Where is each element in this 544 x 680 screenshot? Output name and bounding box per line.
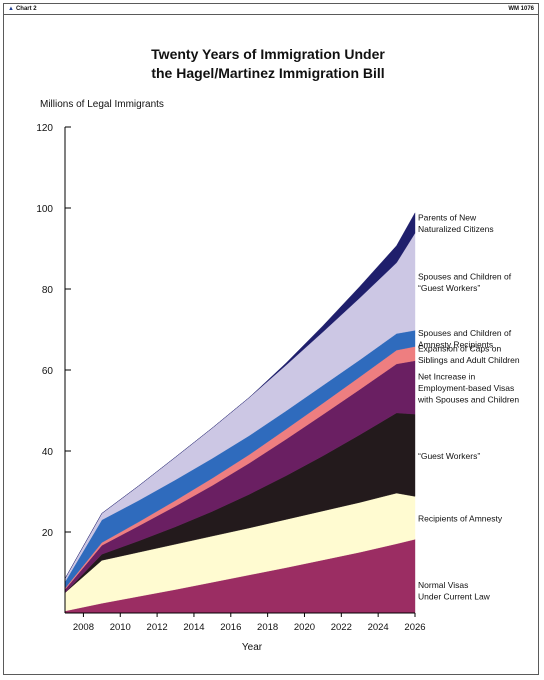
series-label-line: “Guest Workers” <box>418 283 480 293</box>
y-axis-label: Millions of Legal Immigrants <box>40 99 164 110</box>
x-tick-label: 2022 <box>331 622 352 633</box>
series-label-expansion-of-caps-on-siblings-and-adult-children: Expansion of Caps on Siblings and Adult C… <box>418 343 520 365</box>
series-label-line: Under Current Law <box>418 592 491 602</box>
series-labels: Normal Visas Under Current Law Recipients … <box>417 213 520 602</box>
series-label-line: “Guest Workers” <box>418 451 480 461</box>
chart-title-line-2: the Hagel/Martinez Immigration Bill <box>151 65 384 81</box>
y-tick-label: 40 <box>42 447 54 458</box>
header-bar: ▲ Chart 2 WM 1076 <box>4 4 538 15</box>
series-label-line: Expansion of Caps on <box>418 343 501 353</box>
document-id-label: WM 1076 <box>508 6 534 12</box>
series-label-recipients-of-amnesty: Recipients of Amnesty <box>418 513 503 523</box>
y-tick-label: 100 <box>36 204 53 215</box>
triangle-icon: ▲ <box>8 6 14 12</box>
x-tick-label: 2012 <box>147 622 168 633</box>
chart-title-line-1: Twenty Years of Immigration Under <box>151 46 385 62</box>
y-tick-label: 120 <box>36 123 53 134</box>
series-label-spouses-and-children-of-guest-workers: Spouses and Children of “Guest Workers” <box>418 272 512 294</box>
x-axis-label: Year <box>242 642 263 653</box>
series-label-line: Recipients of Amnesty <box>418 513 503 523</box>
series-label-line: Normal Visas <box>418 580 468 590</box>
x-tick-label: 2014 <box>183 622 204 633</box>
series-label-line: Amnesty Recipients <box>418 340 493 350</box>
x-tick-label: 2024 <box>368 622 389 633</box>
series-label-line: Naturalized Citizens <box>418 224 494 234</box>
x-tick-label: 2026 <box>404 622 425 633</box>
axes: 20 40 60 80 100 120 2008 2010 2012 2014 2016 2018 20… <box>36 123 425 633</box>
series-label-net-increase-in-employment-based-visas-with-spouses-and-children: Net Increase in Employment-based Visas wit… <box>417 371 519 404</box>
y-tick-label: 80 <box>42 285 54 296</box>
x-tick-label: 2008 <box>73 622 94 633</box>
chart-number-text: Chart 2 <box>15 6 37 12</box>
area-layers <box>64 212 416 614</box>
series-label-guest-workers: “Guest Workers” <box>418 451 480 461</box>
series-label-line: Employment-based Visas <box>418 383 514 393</box>
series-label-spouses-and-children-of-amnesty-recipients: Spouses and Children of Amnesty Recipient… <box>418 328 512 350</box>
series-label-line: Parents of New <box>418 213 477 223</box>
x-tick-label: 2010 <box>110 622 131 633</box>
y-tick-label: 60 <box>42 366 54 377</box>
x-tick-label: 2016 <box>220 622 241 633</box>
series-label-line: Spouses and Children of <box>418 272 512 282</box>
series-label-normal-visas-under-current-law: Normal Visas Under Current Law <box>418 580 491 602</box>
series-label-line: Net Increase in <box>418 371 475 381</box>
series-label-line: Siblings and Adult Children <box>418 355 520 365</box>
y-tick-label: 20 <box>42 528 54 539</box>
x-tick-label: 2020 <box>294 622 315 633</box>
series-label-line: with Spouses and Children <box>417 394 519 404</box>
x-tick-label: 2018 <box>257 622 278 633</box>
area-parents-of-new-naturalized-citizens <box>64 212 416 579</box>
chart-number-label: ▲ Chart 2 <box>8 4 37 14</box>
series-label-line: Spouses and Children of <box>418 328 512 338</box>
series-label-parents-of-new-naturalized-citizens: Parents of New Naturalized Citizens <box>418 213 494 235</box>
